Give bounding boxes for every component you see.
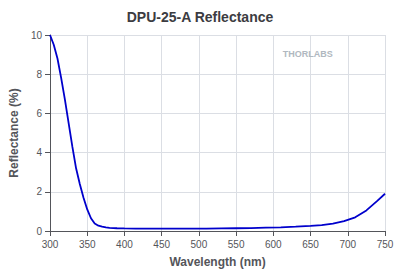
svg-text:450: 450 [153,239,170,250]
svg-text:Wavelength (nm): Wavelength (nm) [169,255,265,269]
svg-text:Reflectance (%): Reflectance (%) [7,88,21,177]
svg-text:400: 400 [116,239,133,250]
svg-text:700: 700 [339,239,356,250]
svg-text:550: 550 [228,239,245,250]
svg-text:0: 0 [36,226,42,237]
svg-text:750: 750 [377,239,394,250]
svg-text:THORLABS: THORLABS [283,49,333,59]
svg-text:6: 6 [36,108,42,119]
svg-text:2: 2 [36,186,42,197]
svg-text:DPU-25-A Reflectance: DPU-25-A Reflectance [127,9,274,25]
svg-text:650: 650 [302,239,319,250]
svg-text:4: 4 [36,147,42,158]
svg-text:600: 600 [265,239,282,250]
svg-text:500: 500 [191,239,208,250]
svg-text:350: 350 [79,239,96,250]
svg-text:10: 10 [31,30,43,41]
svg-text:8: 8 [36,69,42,80]
svg-text:300: 300 [42,239,59,250]
